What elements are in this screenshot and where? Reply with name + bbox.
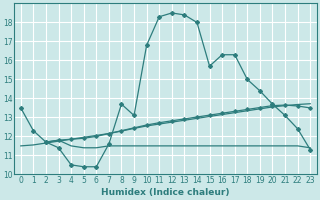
X-axis label: Humidex (Indice chaleur): Humidex (Indice chaleur) (101, 188, 230, 197)
